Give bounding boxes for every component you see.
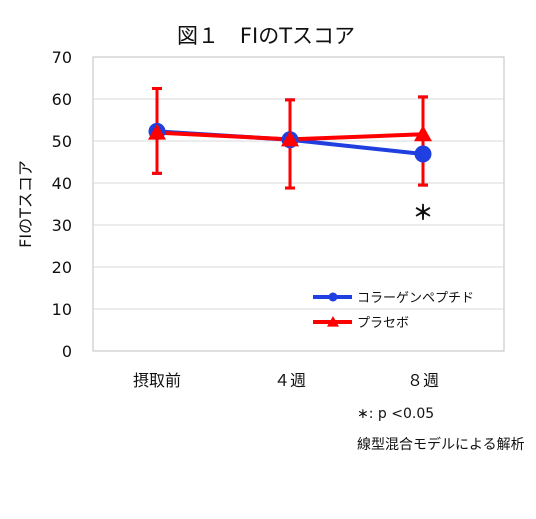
- data-point: [148, 123, 166, 140]
- series-markers: [148, 122, 432, 163]
- method-note: 線型混合モデルによる解析: [357, 437, 525, 453]
- significance-marker: ＊: [413, 200, 433, 224]
- data-point: [281, 130, 299, 147]
- y-tick-label: 10: [52, 300, 72, 319]
- x-tick-label: ８週: [407, 371, 439, 390]
- x-tick-labels: 摂取前 ４週 ８週: [133, 371, 439, 390]
- plot-frame: [92, 56, 505, 352]
- y-axis-label: FIのTスコア: [16, 160, 35, 248]
- data-point: [414, 125, 432, 142]
- y-tick-label: 50: [52, 132, 72, 151]
- data-point: [414, 145, 432, 163]
- legend-marker: [328, 292, 338, 302]
- y-tick-labels: 0 10 20 30 40 50 60 70: [52, 48, 72, 361]
- legend-label: プラセボ: [357, 316, 409, 331]
- x-tick-label: ４週: [274, 371, 306, 390]
- y-tick-label: 70: [52, 48, 72, 67]
- legend-label: コラーゲンペプチド: [357, 291, 474, 306]
- y-tick-label: 30: [52, 216, 72, 235]
- significance-note: ∗: p <0.05: [357, 406, 435, 422]
- y-tick-label: 40: [52, 174, 72, 193]
- y-tick-label: 0: [62, 342, 72, 361]
- annotations: ＊: [413, 200, 433, 224]
- legend-marker: [327, 316, 339, 327]
- x-tick-label: 摂取前: [133, 371, 181, 390]
- chart-title: 図１ FIのTスコア: [177, 24, 355, 48]
- y-tick-label: 60: [52, 90, 72, 109]
- y-tick-label: 20: [52, 258, 72, 277]
